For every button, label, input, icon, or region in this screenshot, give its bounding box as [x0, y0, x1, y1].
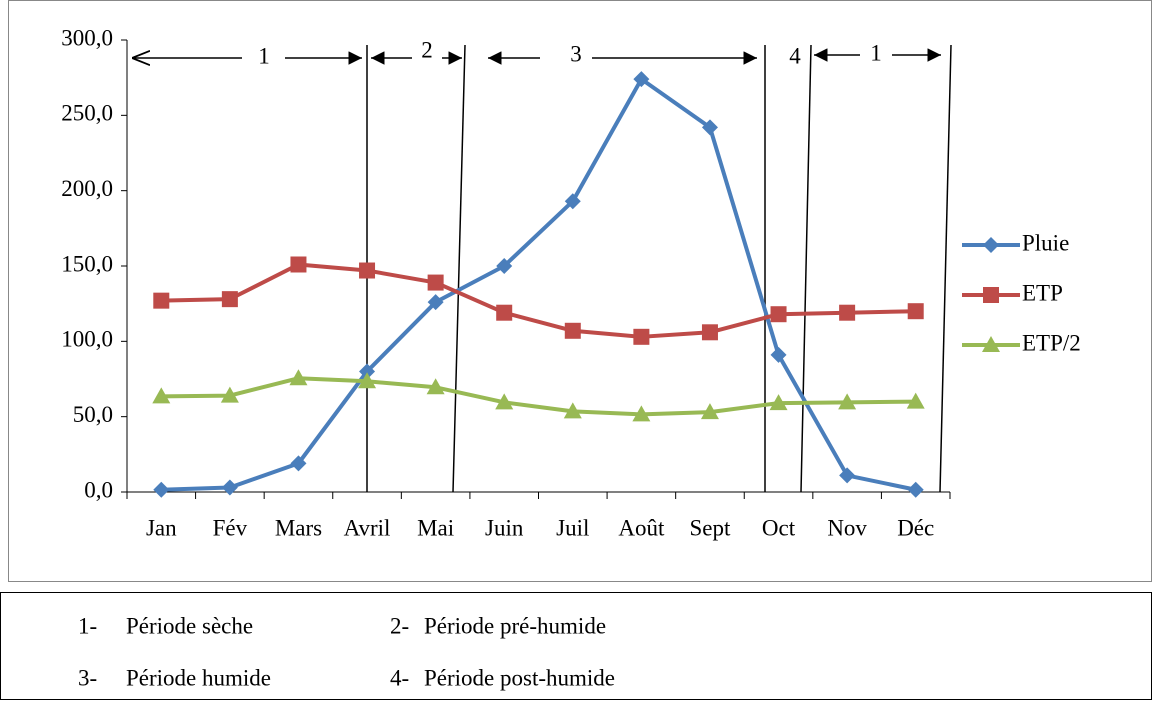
period-text: Période pré-humide [424, 613, 606, 638]
point [563, 402, 582, 419]
period-number: 2- [390, 613, 409, 638]
y-tick-label: 100,0 [61, 327, 113, 352]
period-line [939, 44, 952, 493]
period-label: 2 [421, 37, 433, 62]
x-tick-label: Avril [344, 515, 391, 540]
point [701, 119, 718, 136]
period-text: Période post-humide [424, 665, 615, 690]
point [907, 303, 924, 320]
series-line [161, 376, 916, 417]
x-tick-label: Jan [146, 515, 177, 540]
point [632, 405, 651, 422]
point [906, 392, 925, 409]
legend-marker [983, 237, 999, 253]
point [359, 262, 376, 279]
point [839, 467, 856, 484]
x-tick-label: Déc [897, 515, 934, 540]
point [153, 292, 170, 309]
point [839, 304, 856, 321]
period-label: 4 [789, 43, 801, 68]
x-tick-label: Juil [556, 515, 589, 540]
legend-label: ETP/2 [1022, 330, 1081, 355]
series-line [161, 262, 916, 339]
point [770, 306, 787, 323]
point [633, 328, 650, 345]
point [564, 322, 581, 339]
y-tick-label: 250,0 [61, 101, 113, 126]
point [564, 193, 581, 210]
point [770, 346, 787, 363]
chart-border [8, 0, 1152, 582]
point [289, 369, 308, 386]
period-label: 1 [870, 40, 882, 65]
point [769, 394, 788, 411]
point [701, 324, 718, 341]
x-tick-label: Mai [417, 515, 454, 540]
point [495, 393, 514, 410]
x-tick-label: Fév [213, 515, 248, 540]
series-line [161, 77, 917, 492]
point [426, 378, 445, 395]
point [633, 71, 650, 88]
point [221, 479, 238, 496]
period-line [800, 44, 812, 493]
point [838, 393, 857, 410]
y-tick-label: 200,0 [61, 176, 113, 201]
y-tick-label: 300,0 [61, 25, 113, 50]
y-tick-label: 0,0 [84, 477, 113, 502]
point [427, 294, 444, 311]
x-tick-label: Août [618, 515, 665, 540]
point [290, 256, 307, 273]
legend-label: ETP [1022, 280, 1063, 305]
legend-marker [983, 287, 999, 303]
legend-marker [982, 336, 1000, 352]
period-lines [132, 44, 952, 493]
period-number: 4- [390, 665, 409, 690]
x-tick-label: Juin [485, 515, 524, 540]
point [221, 291, 238, 308]
x-tick-label: Oct [762, 515, 796, 540]
point [907, 481, 924, 498]
point [220, 386, 239, 403]
period-number: 3- [78, 665, 97, 690]
point [153, 481, 170, 498]
point [358, 372, 377, 389]
point [496, 258, 513, 274]
point [152, 387, 171, 404]
point [427, 274, 444, 291]
y-tick-label: 150,0 [61, 251, 113, 276]
legend-label: Pluie [1022, 230, 1069, 255]
point [700, 403, 719, 420]
point [359, 363, 376, 380]
y-tick-label: 50,0 [73, 402, 113, 427]
period-text: Période humide [126, 665, 271, 690]
x-tick-label: Mars [275, 515, 322, 540]
period-number: 1- [78, 613, 97, 638]
period-line [452, 44, 466, 493]
x-tick-label: Nov [827, 515, 867, 540]
x-tick-label: Sept [690, 515, 732, 540]
period-label: 1 [258, 43, 270, 68]
period-label: 3 [570, 41, 582, 66]
point [290, 455, 307, 472]
period-text: Période sèche [126, 613, 253, 638]
point [496, 304, 513, 321]
